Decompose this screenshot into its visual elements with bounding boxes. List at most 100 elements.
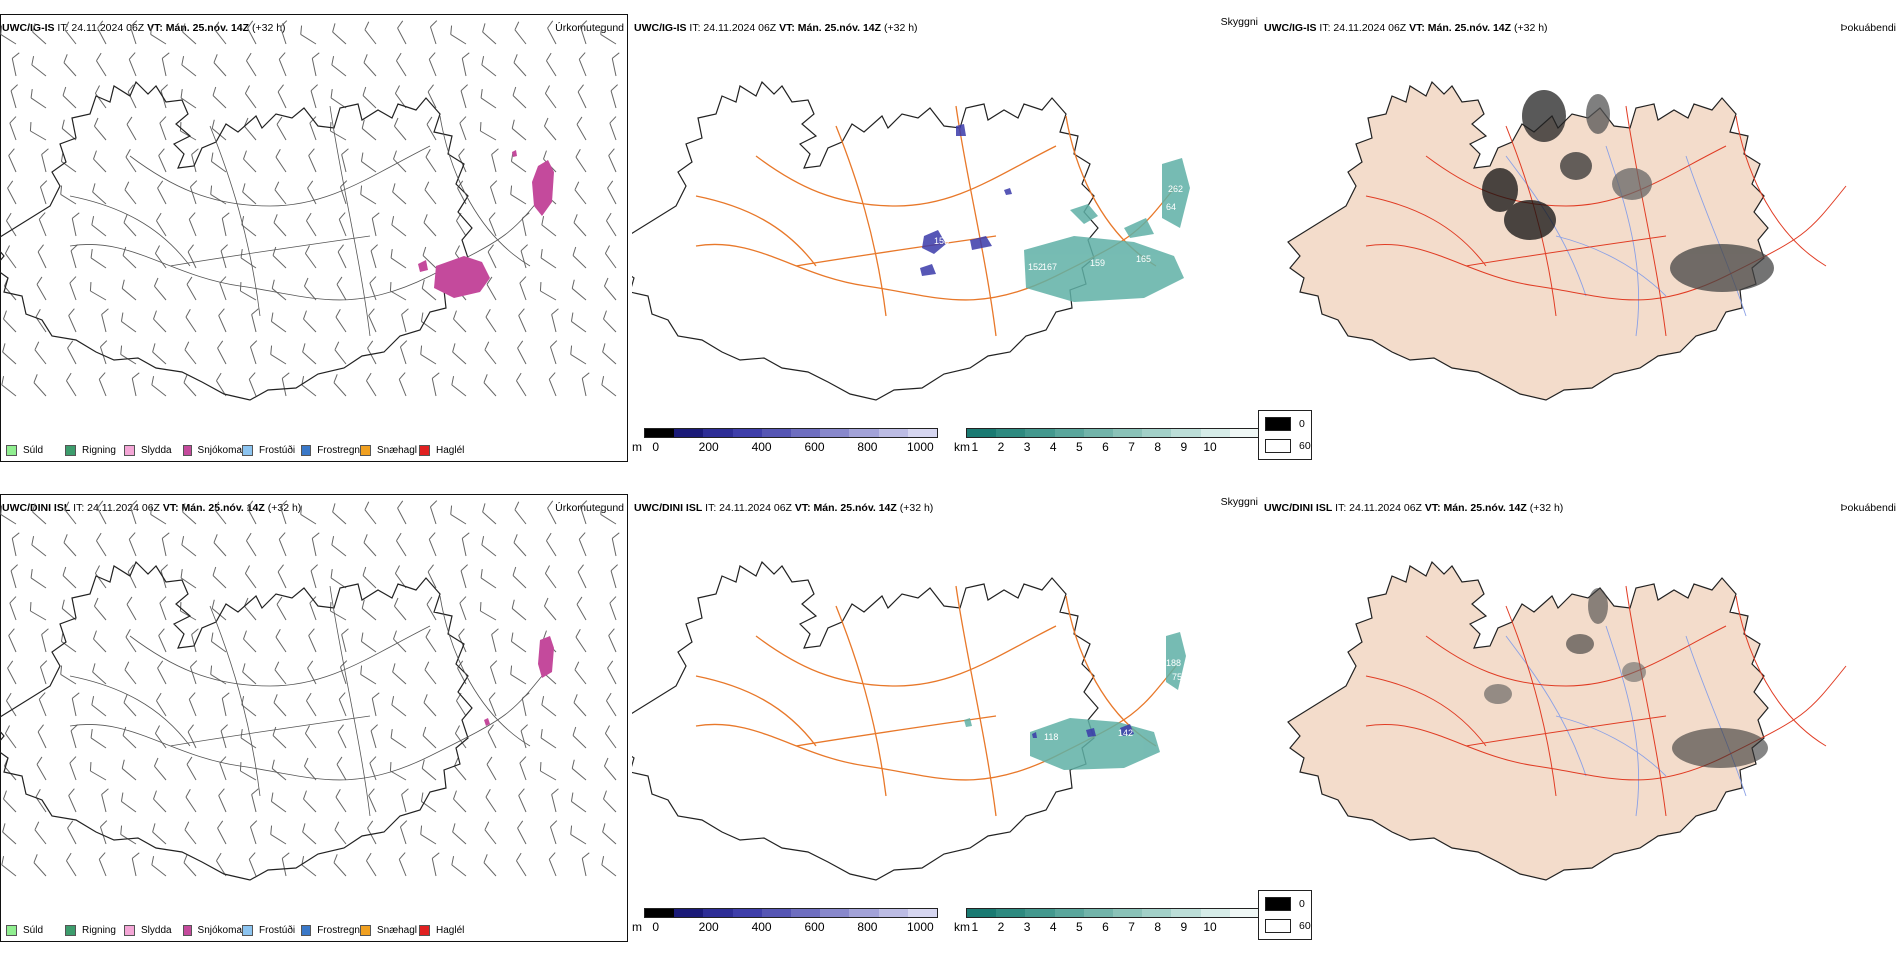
wind-barb <box>153 277 167 301</box>
wind-barb <box>360 665 377 685</box>
wind-barb <box>249 820 258 845</box>
wind-barb <box>270 825 287 845</box>
wind-barb <box>610 84 618 109</box>
lead-time: (+32 h) <box>267 502 302 514</box>
wind-barb <box>331 56 347 77</box>
wind-barb <box>390 729 407 749</box>
wind-barb <box>331 536 347 557</box>
colorbar-tick: 6 <box>1102 440 1109 454</box>
colorbar-step <box>1113 429 1143 437</box>
colorbar-step <box>645 429 675 437</box>
wind-barb <box>510 665 527 685</box>
cloudbase-value: 167 <box>1042 262 1057 272</box>
fog-areas <box>1484 588 1768 768</box>
model-name: UWC/DINI ISL <box>1264 502 1333 514</box>
wind-barb <box>120 312 137 333</box>
wind-barb <box>517 820 527 845</box>
wind-barb <box>219 276 227 301</box>
colorbar-tick: 6 <box>1102 920 1109 934</box>
wind-barb <box>272 246 287 269</box>
wind-barb <box>308 628 317 653</box>
cloudbase-areas <box>920 124 1012 276</box>
wind-barb <box>30 569 47 589</box>
wind-barb <box>577 564 587 589</box>
legend-label: Slydda <box>141 925 172 936</box>
colorbar-gradient <box>966 908 1260 918</box>
wind-barb <box>243 117 257 141</box>
init-time: IT: 24.11.2024 06Z <box>705 502 792 514</box>
wind-barb <box>221 692 230 717</box>
colorbar-step <box>1054 429 1084 437</box>
legend-swatch <box>65 445 76 456</box>
colorbar-unit: km <box>954 440 970 454</box>
wind-barb <box>241 696 257 717</box>
legend-label: Snæhagl <box>377 445 418 456</box>
wind-barb <box>453 757 467 781</box>
wind-barb <box>35 789 47 813</box>
colorbar-step <box>967 429 997 437</box>
wind-barb <box>458 628 467 653</box>
wind-barb <box>603 757 617 781</box>
wind-barb <box>389 282 407 301</box>
precip-legend-item: Snæhagl <box>360 925 419 936</box>
wind-barb <box>393 630 407 653</box>
wind-barb <box>571 759 587 781</box>
colorbar-step <box>996 429 1026 437</box>
legend-swatch <box>124 445 135 456</box>
legend-swatch <box>1265 897 1291 911</box>
wind-barb <box>35 309 47 333</box>
colorbar-tick: 2 <box>997 920 1005 934</box>
colorbar-step <box>1171 429 1201 437</box>
cloudbase-value: 159 <box>1090 258 1105 268</box>
wind-barb <box>396 52 407 77</box>
wind-barb <box>239 282 257 301</box>
wind-barb <box>606 212 617 237</box>
wind-barb <box>485 309 497 333</box>
wind-barb <box>243 597 257 621</box>
wind-barb <box>188 692 197 717</box>
wind-barb <box>7 660 17 685</box>
wind-barb <box>279 20 288 45</box>
wind-barb <box>422 246 437 269</box>
precip-legend-item: Slydda <box>124 925 183 936</box>
wind-barb <box>601 376 617 397</box>
wind-barb <box>428 532 437 557</box>
wind-barb <box>572 246 587 269</box>
cloudbase-panel: UWC/IG-IS IT: 24.11.2024 06Z VT: Mán. 25… <box>632 14 1262 464</box>
precip-legend: Súld Rigning Slydda Snjókoma Frostúði Frostre… <box>6 445 478 456</box>
colorbar-step <box>1171 909 1201 917</box>
wind-barb <box>129 20 138 45</box>
wind-barb <box>62 566 77 589</box>
colorbar-unit: m <box>632 440 642 454</box>
wind-barb <box>574 181 587 205</box>
colorbar-tick: 9 <box>1180 440 1188 454</box>
colorbar-tick: 1000 <box>907 920 934 934</box>
wind-barb <box>367 340 377 365</box>
wind-barb <box>304 725 317 749</box>
wind-barb <box>303 277 317 301</box>
wind-barb <box>93 117 107 141</box>
wind-barb <box>210 185 227 205</box>
wind-barb <box>368 788 377 813</box>
wind-barb <box>10 564 18 589</box>
snow-areas <box>484 636 554 726</box>
wind-barb <box>425 149 437 173</box>
legend-swatch <box>6 445 17 456</box>
wind-barb <box>126 596 137 621</box>
wind-barb <box>485 789 497 813</box>
colorbar-step <box>820 429 850 437</box>
wind-barb <box>212 566 227 589</box>
wind-barb <box>39 180 48 205</box>
wind-barb <box>221 212 230 237</box>
wind-barb <box>189 660 198 685</box>
wind-barb <box>300 25 317 45</box>
cloudbase-value: 142 <box>1118 728 1133 738</box>
wind-barb <box>484 341 497 365</box>
wind-barb <box>217 820 227 845</box>
wind-barb <box>32 23 47 45</box>
init-time: IT: 24.11.2024 06Z <box>57 22 145 34</box>
wind-barb <box>3 790 17 813</box>
wind-barb <box>601 856 617 877</box>
wind-barb <box>334 341 347 365</box>
legend-label: Snæhagl <box>377 925 418 936</box>
